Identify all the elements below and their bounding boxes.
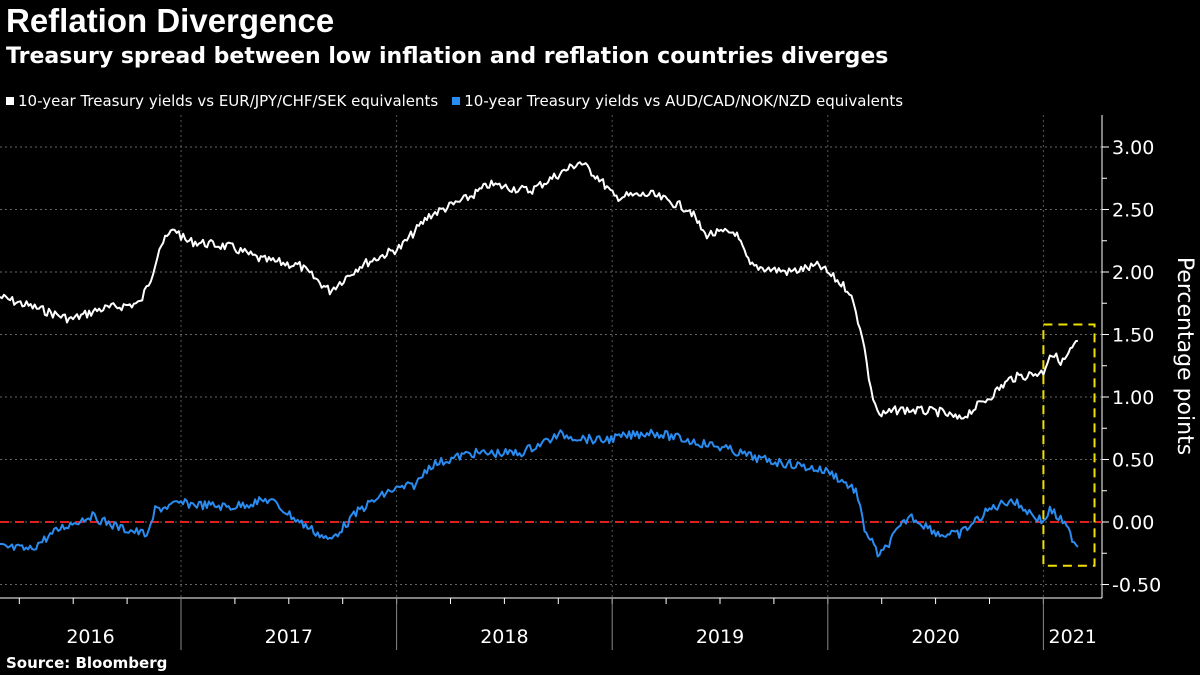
x-tick-label: 2021	[1049, 626, 1097, 648]
legend-label: 10-year Treasury yields vs EUR/JPY/CHF/S…	[18, 92, 439, 110]
source-note: Source: Bloomberg	[6, 654, 168, 672]
y-tick-label: 3.00	[1112, 137, 1154, 159]
legend-item-reflation: 10-year Treasury yields vs AUD/CAD/NOK/N…	[452, 92, 903, 110]
legend-swatch	[452, 97, 461, 105]
y-tick-label: 1.50	[1112, 325, 1154, 347]
y-tick-label: 0.50	[1112, 450, 1154, 472]
x-tick-label: 2020	[911, 626, 959, 648]
x-tick-label: 2017	[265, 626, 313, 648]
y-tick-label: -0.50	[1112, 575, 1161, 597]
x-tick-label: 2018	[480, 626, 528, 648]
y-axis-label: Percentage points	[1172, 257, 1197, 455]
legend: 10-year Treasury yields vs EUR/JPY/CHF/S…	[6, 92, 903, 110]
x-tick-label: 2016	[66, 626, 114, 648]
series-line-1	[0, 428, 1079, 558]
y-tick-label: 0.00	[1112, 512, 1154, 534]
chart-subtitle: Treasury spread between low inflation an…	[6, 44, 889, 69]
legend-swatch	[6, 97, 14, 105]
y-tick-label: 2.00	[1112, 262, 1154, 284]
y-tick-label: 1.00	[1112, 387, 1154, 409]
series-line-0	[0, 161, 1079, 420]
legend-label: 10-year Treasury yields vs AUD/CAD/NOK/N…	[464, 92, 904, 110]
chart-title: Reflation Divergence	[6, 2, 335, 39]
y-tick-label: 2.50	[1112, 200, 1154, 222]
x-tick-label: 2019	[696, 626, 744, 648]
legend-item-low-inflation: 10-year Treasury yields vs EUR/JPY/CHF/S…	[6, 92, 438, 110]
highlight-box	[1042, 323, 1096, 567]
